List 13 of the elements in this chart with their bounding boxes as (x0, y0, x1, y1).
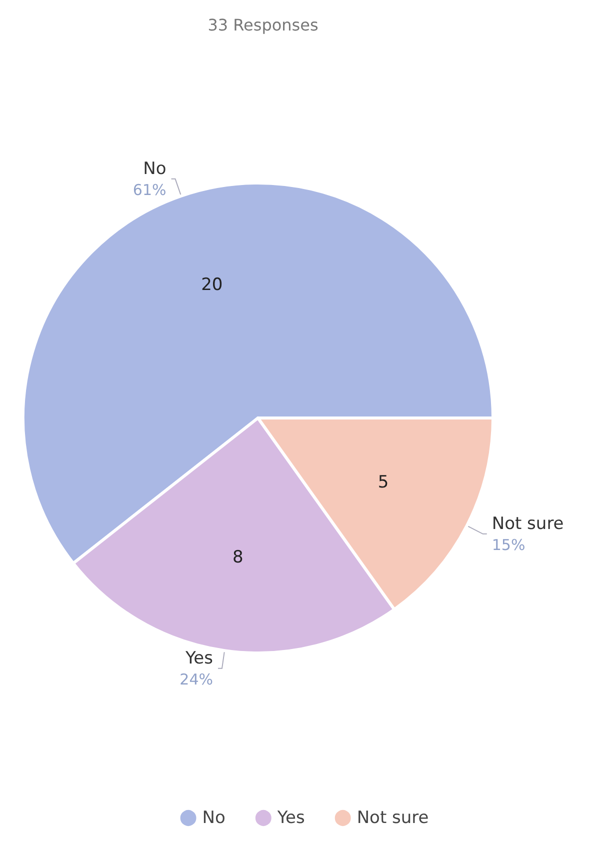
data-label: 5 (378, 472, 389, 493)
data-label: 8 (232, 548, 244, 568)
text: 15% (492, 536, 526, 554)
legend-label: Yes (276, 808, 305, 828)
slice-label: Yes (184, 648, 214, 668)
slice-label: Not sure (492, 514, 564, 534)
text: 61% (132, 180, 166, 199)
slice-label: No (143, 158, 166, 179)
data-label: 20 (201, 274, 223, 295)
legend-label: Not sure (356, 808, 429, 828)
chart-title: 33 Responses (208, 16, 318, 34)
text: 24% (180, 670, 213, 688)
legend-label: No (202, 808, 226, 828)
